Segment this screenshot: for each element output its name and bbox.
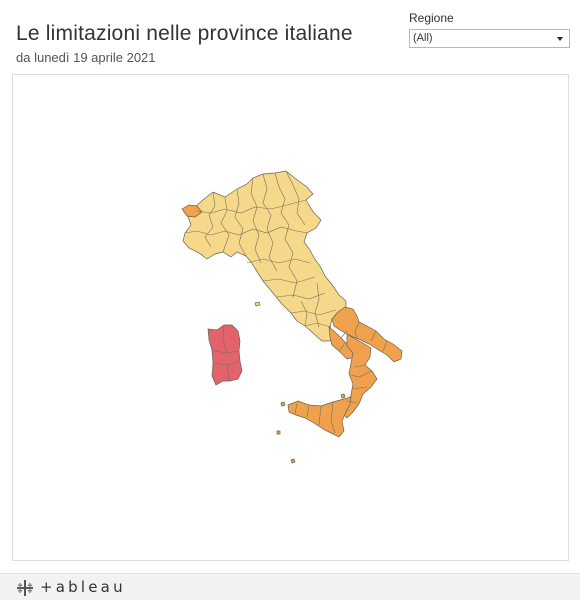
region-filter: Regione (All) bbox=[409, 11, 570, 48]
map-area-nord-centro[interactable] bbox=[182, 170, 347, 342]
chevron-down-icon[interactable] bbox=[557, 37, 563, 41]
province-borders bbox=[184, 170, 388, 434]
map-area-pantelleria[interactable] bbox=[276, 430, 281, 435]
page-subtitle: da lunedì 19 aprile 2021 bbox=[16, 50, 156, 65]
map-container bbox=[12, 74, 569, 561]
map-area-lampedusa[interactable] bbox=[290, 458, 296, 464]
map-area-sicilia[interactable] bbox=[287, 396, 352, 438]
footer-bar: +ableau bbox=[0, 573, 580, 600]
map-area-elba[interactable] bbox=[254, 301, 261, 307]
region-filter-label: Regione bbox=[409, 11, 454, 25]
map-area-ustica[interactable] bbox=[280, 401, 286, 407]
map-area-sardegna[interactable] bbox=[207, 324, 243, 386]
map-area-puglia[interactable] bbox=[331, 306, 403, 363]
map-area-eolie[interactable] bbox=[340, 393, 346, 399]
map-area-basilicata-calabria[interactable] bbox=[340, 333, 378, 419]
italy-map[interactable] bbox=[13, 75, 568, 560]
tableau-cross-icon[interactable] bbox=[16, 579, 34, 597]
region-dropdown[interactable]: (All) bbox=[409, 29, 570, 48]
region-dropdown-value: (All) bbox=[413, 32, 433, 44]
page-title: Le limitazioni nelle province italiane bbox=[16, 22, 353, 45]
tableau-logo-text[interactable]: +ableau bbox=[40, 578, 126, 596]
